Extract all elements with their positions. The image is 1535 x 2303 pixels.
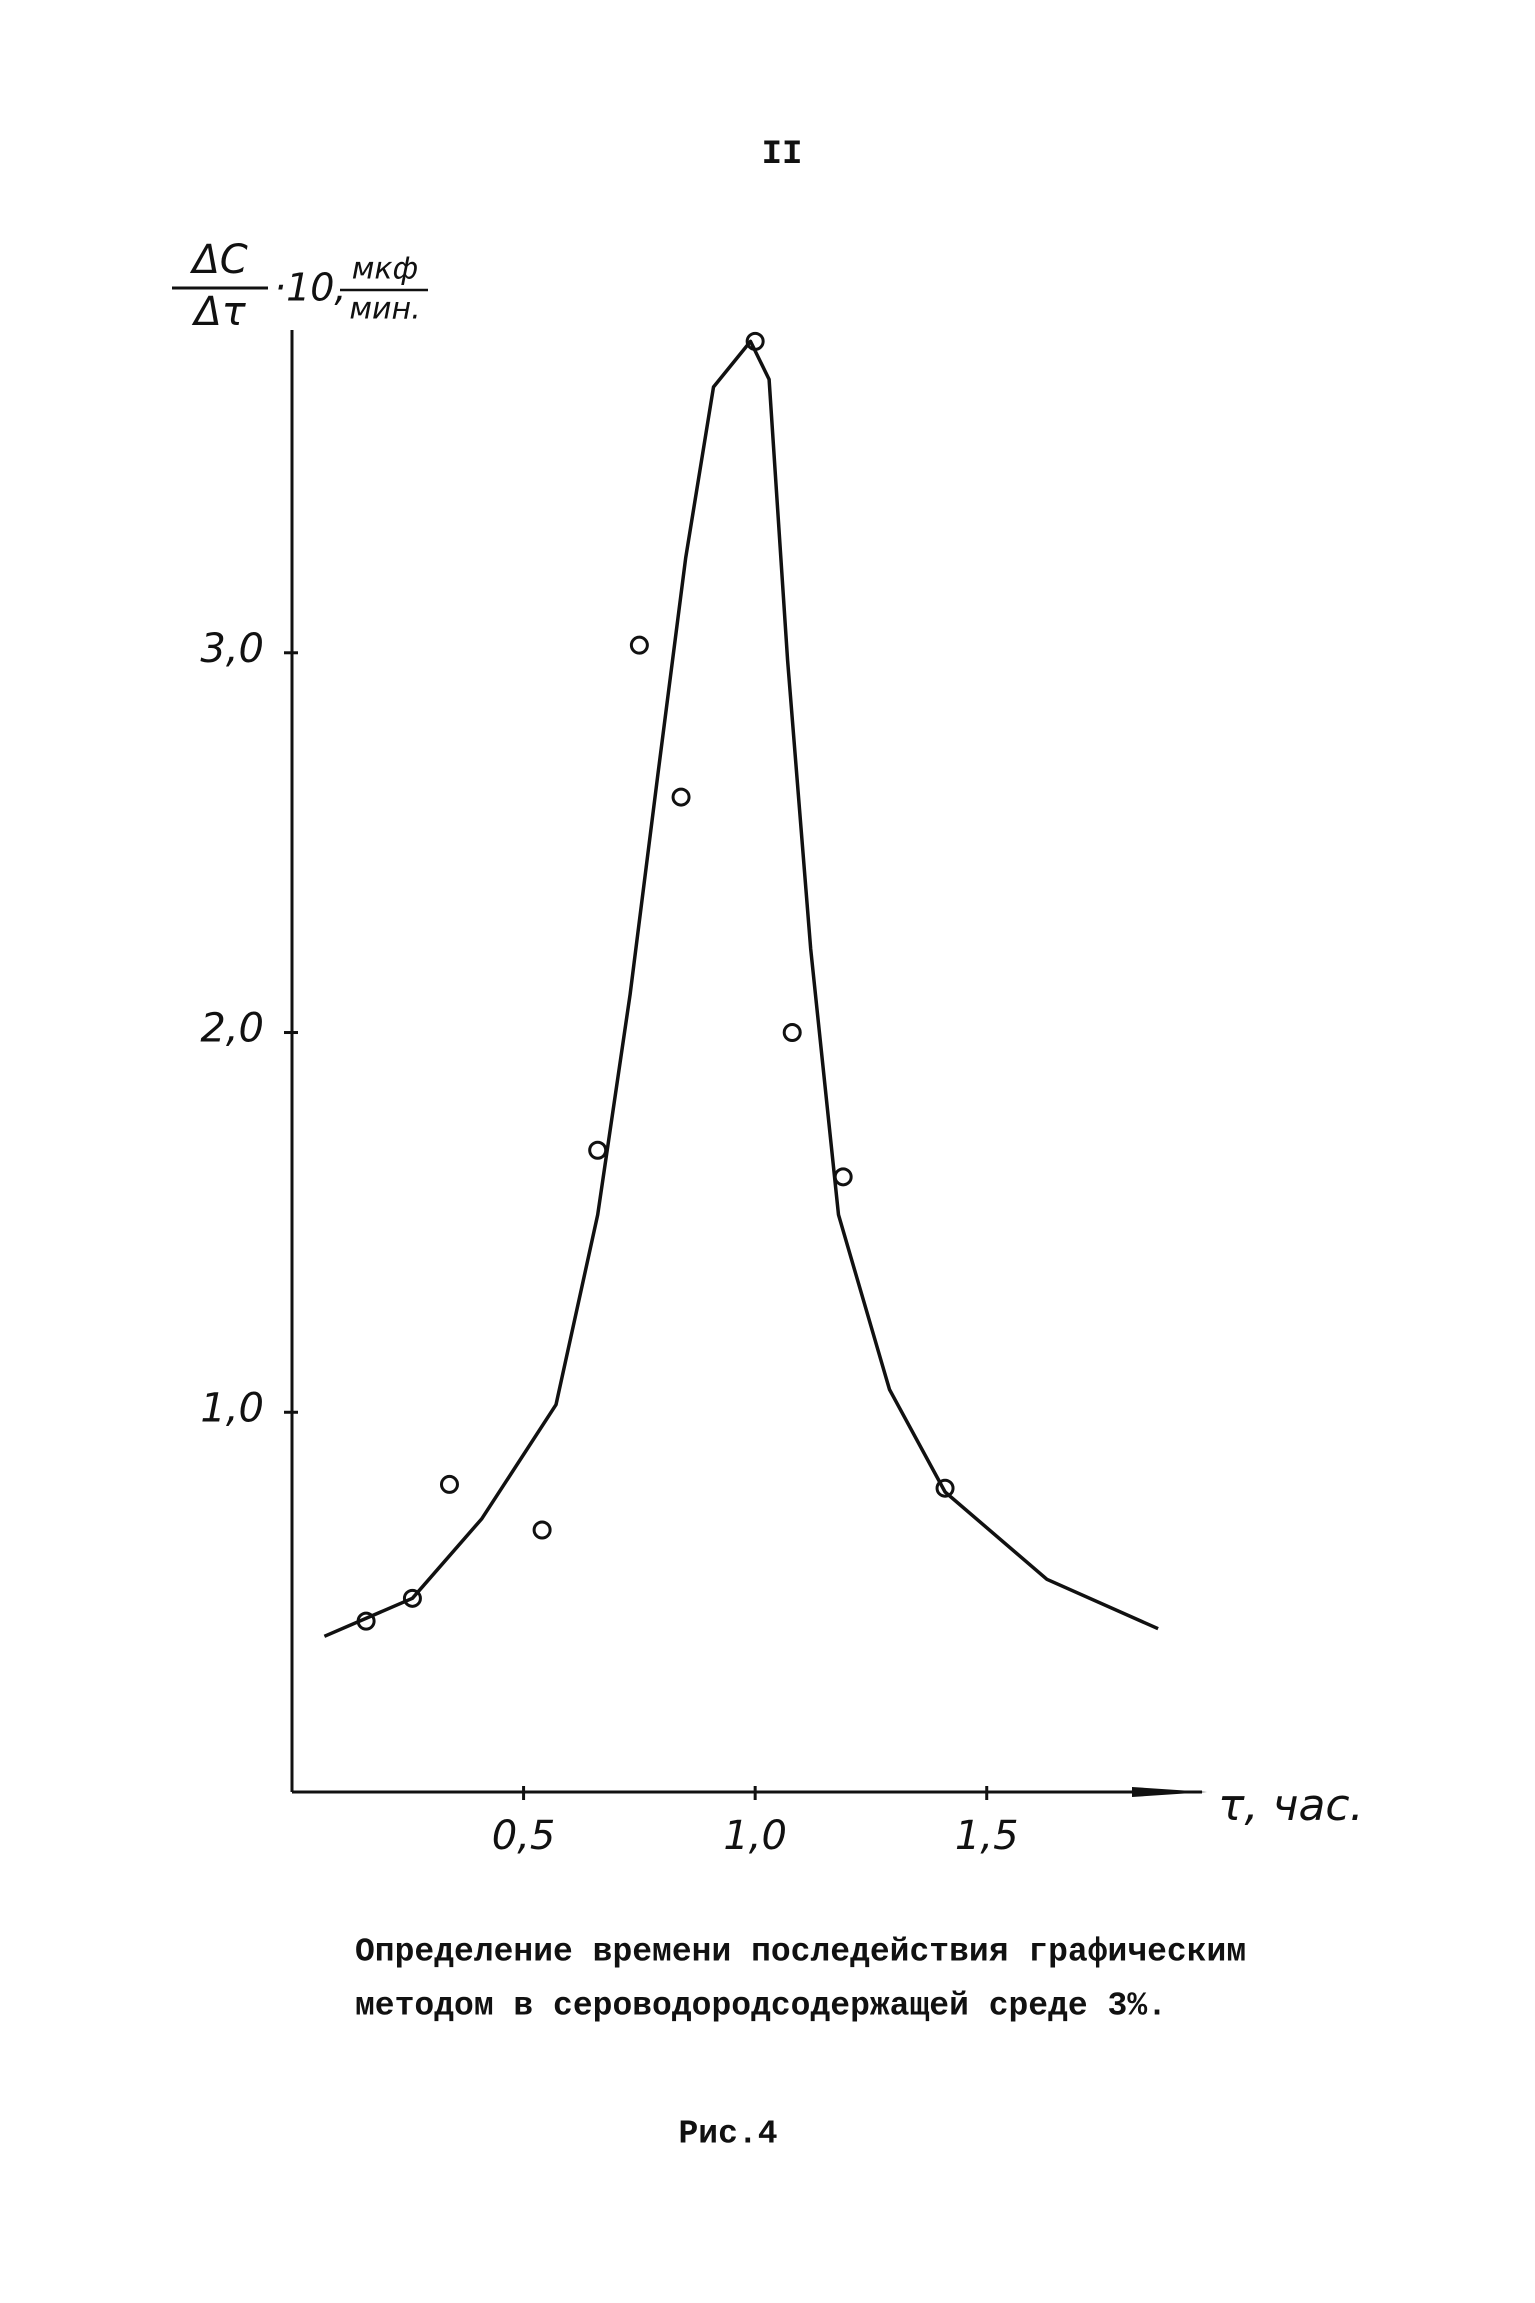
y-label-factor: ·10, bbox=[274, 266, 347, 310]
x-label: τ, час. bbox=[1218, 1780, 1364, 1831]
y-tick-label: 3,0 bbox=[200, 626, 264, 672]
x-tick-label: 1,0 bbox=[723, 1813, 787, 1859]
y-tick-label: 2,0 bbox=[200, 1006, 264, 1052]
y-label-unit-denominator: мин. bbox=[349, 292, 420, 327]
data-point bbox=[782, 1023, 802, 1043]
x-tick-label: 0,5 bbox=[492, 1813, 556, 1859]
data-point bbox=[833, 1167, 853, 1187]
fitted-curve bbox=[323, 339, 1159, 1638]
data-point bbox=[588, 1140, 608, 1160]
axis-arrow bbox=[1132, 1787, 1207, 1797]
x-tick-label: 1,5 bbox=[955, 1813, 1019, 1859]
data-point bbox=[629, 635, 649, 655]
y-tick-label: 1,0 bbox=[200, 1385, 264, 1431]
y-label-denominator: Δτ bbox=[191, 289, 246, 335]
figure-label: Рис.4 bbox=[678, 2116, 777, 2153]
y-label-unit-numerator: мкф bbox=[352, 252, 418, 287]
caption-line: методом в сероводородсодержащей среде 3%… bbox=[355, 1988, 1167, 2025]
data-point bbox=[439, 1474, 459, 1494]
caption-line: Определение времени последействия графич… bbox=[355, 1934, 1246, 1971]
data-point bbox=[532, 1520, 552, 1540]
data-point bbox=[671, 787, 691, 807]
y-label-numerator: ΔC bbox=[189, 237, 247, 283]
page-number: II bbox=[762, 136, 803, 174]
